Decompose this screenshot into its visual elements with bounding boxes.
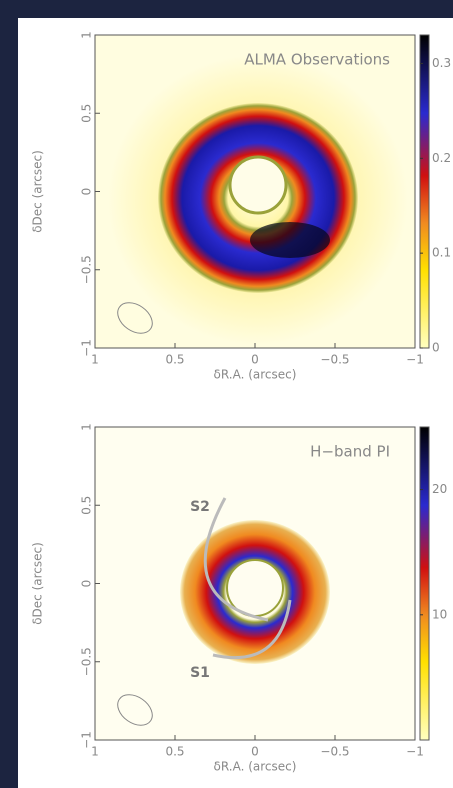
image-1 xyxy=(95,35,415,348)
y-tick-label: 0.5 xyxy=(80,496,94,515)
image-2 xyxy=(95,427,415,740)
y-tick-label: −0.5 xyxy=(80,647,94,676)
y-tick-label: −0.5 xyxy=(80,255,94,284)
x-tick-label: 0 xyxy=(251,353,259,367)
colorbar xyxy=(419,426,430,741)
y-tick-label: −1 xyxy=(80,339,94,357)
x-tick-label: 1 xyxy=(91,353,99,367)
colorbar-tick-label: 20 xyxy=(432,482,447,496)
y-tick-label: 0.5 xyxy=(80,104,94,123)
colorbar-tick-label: 0.3 xyxy=(432,56,451,70)
x-tick-label: 1 xyxy=(91,745,99,759)
x-tick-label: −1 xyxy=(406,745,424,759)
panel-title: ALMA Observations xyxy=(244,51,390,69)
annotation: S2 xyxy=(190,499,210,515)
y-tick-label: 0 xyxy=(80,580,94,588)
x-tick-label: −0.5 xyxy=(320,745,349,759)
y-tick-label: −1 xyxy=(80,731,94,749)
x-tick-label: 0.5 xyxy=(165,745,184,759)
x-tick-label: −0.5 xyxy=(320,353,349,367)
x-axis-label: δR.A. (arcsec) xyxy=(214,760,297,774)
annotation: S1 xyxy=(190,665,210,681)
panel-title: H−band PI xyxy=(310,443,390,461)
y-axis-label: δDec (arcsec) xyxy=(31,150,45,233)
y-tick-label: 1 xyxy=(80,423,94,431)
colorbar-tick-label: 0 xyxy=(432,341,440,355)
y-axis-label: δDec (arcsec) xyxy=(31,542,45,625)
y-tick-label: 0 xyxy=(80,188,94,196)
x-tick-label: −1 xyxy=(406,353,424,367)
x-tick-label: 0 xyxy=(251,745,259,759)
y-tick-label: 1 xyxy=(80,31,94,39)
colorbar-tick-label: 0.1 xyxy=(432,246,451,260)
colorbar xyxy=(419,34,430,349)
x-tick-label: 0.5 xyxy=(165,353,184,367)
colorbar-tick-label: 10 xyxy=(432,607,447,621)
colorbar-tick-label: 0.2 xyxy=(432,151,451,165)
x-axis-label: δR.A. (arcsec) xyxy=(214,368,297,382)
